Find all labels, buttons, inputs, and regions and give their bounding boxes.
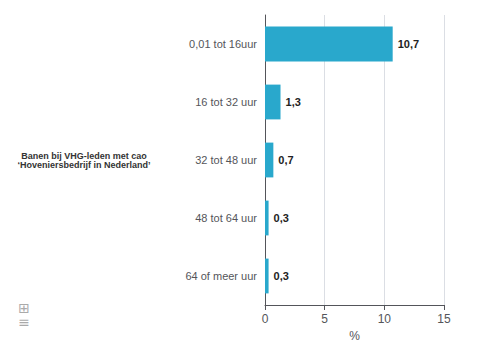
- svg-text:0: 0: [262, 312, 269, 326]
- svg-text:0,3: 0,3: [274, 212, 289, 224]
- svg-text:5: 5: [321, 312, 328, 326]
- svg-text:%: %: [349, 329, 360, 343]
- svg-text:Banen bij VHG-leden met cao: Banen bij VHG-leden met cao: [21, 150, 147, 161]
- svg-text:0,7: 0,7: [278, 154, 293, 166]
- svg-text:32 tot 48 uur: 32 tot 48 uur: [195, 154, 257, 166]
- svg-text:0,01 tot 16uur: 0,01 tot 16uur: [189, 38, 257, 50]
- svg-text:‘Hoveniersbedrijf in Nederland: ‘Hoveniersbedrijf in Nederland’: [17, 160, 150, 170]
- svg-text:10: 10: [378, 312, 392, 326]
- svg-text:48 tot 64 uur: 48 tot 64 uur: [195, 212, 257, 224]
- svg-text:1,3: 1,3: [286, 96, 301, 108]
- svg-text:≡: ≡: [18, 314, 30, 330]
- svg-text:64 of meer uur: 64 of meer uur: [185, 270, 257, 282]
- svg-text:10,7: 10,7: [398, 38, 419, 50]
- svg-text:15: 15: [437, 312, 451, 326]
- svg-text:0,3: 0,3: [274, 270, 289, 282]
- svg-text:16 tot 32 uur: 16 tot 32 uur: [195, 96, 257, 108]
